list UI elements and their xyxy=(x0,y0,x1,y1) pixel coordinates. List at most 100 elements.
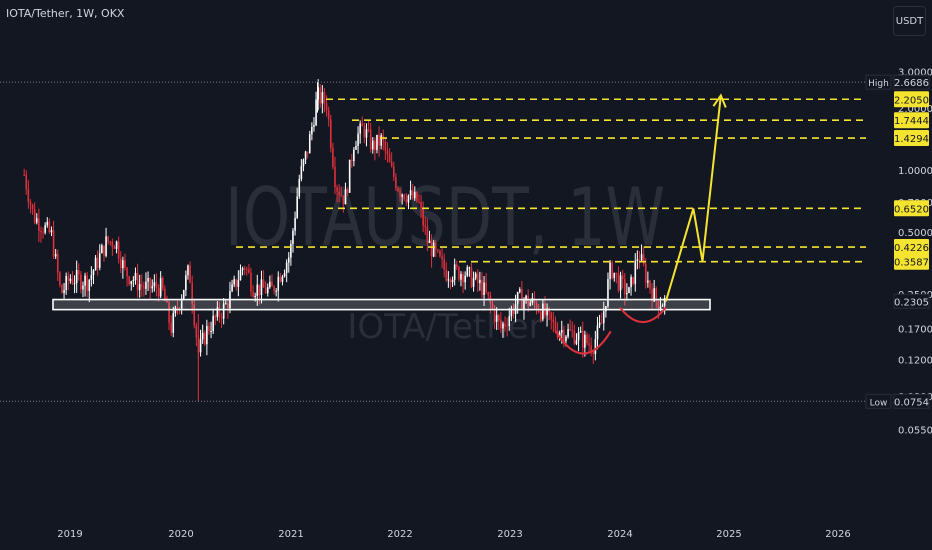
high-tag-label: High xyxy=(868,79,889,89)
candle-body xyxy=(187,265,189,276)
candle-body xyxy=(369,129,372,150)
candle-body xyxy=(29,202,32,205)
candle-body xyxy=(231,284,233,292)
candle-body xyxy=(374,140,376,150)
candle-body xyxy=(300,166,303,180)
candle-body xyxy=(586,334,588,344)
candle-body xyxy=(136,272,139,291)
candle-body xyxy=(77,270,80,275)
candle-body xyxy=(590,345,592,353)
candle-body xyxy=(271,281,273,287)
candle-body xyxy=(602,311,605,324)
x-tick-label: 2026 xyxy=(825,529,850,540)
candle-body xyxy=(302,159,305,167)
candle-body xyxy=(584,334,586,348)
candle-body xyxy=(428,240,431,243)
candle-body xyxy=(233,279,235,285)
x-tick-label: 2021 xyxy=(278,529,303,540)
candle-body xyxy=(365,129,368,138)
candle-body xyxy=(40,231,42,233)
candle-body xyxy=(596,325,599,340)
time-axis[interactable]: 2019 2020 2021 2022 2023 2024 2025 2026 xyxy=(57,529,850,540)
candle-body xyxy=(143,286,145,289)
candle-body xyxy=(325,103,328,111)
candle-body xyxy=(619,275,622,291)
candle-body xyxy=(304,151,307,160)
candle-body xyxy=(422,208,424,226)
candle-body xyxy=(523,300,525,309)
candle-body xyxy=(203,332,206,345)
candle-body xyxy=(296,196,298,218)
candle-body xyxy=(506,325,508,327)
candle-body xyxy=(535,303,538,311)
candle-body xyxy=(311,126,313,135)
candle-body xyxy=(161,277,164,289)
candle-body xyxy=(107,236,109,242)
candle-body xyxy=(315,99,317,126)
candle-body xyxy=(290,243,292,258)
candle-body xyxy=(663,298,666,306)
y-tick-label: 2.0000 xyxy=(898,104,932,115)
candle-body xyxy=(441,256,443,260)
candle-body xyxy=(332,148,334,167)
candle-body xyxy=(542,303,544,320)
candle-body xyxy=(395,176,397,189)
candle-body xyxy=(651,289,653,302)
candle-body xyxy=(437,249,439,251)
candle-body xyxy=(623,279,626,295)
candle-body xyxy=(115,241,118,249)
candle-body xyxy=(527,295,529,306)
candle-body xyxy=(626,292,628,295)
candle-body xyxy=(512,308,515,314)
candle-body xyxy=(241,268,244,271)
candle-body xyxy=(348,159,351,193)
candle-body xyxy=(195,325,198,338)
candle-body xyxy=(449,279,452,283)
symbol-title[interactable]: IOTA/Tether, 1W, OKX xyxy=(6,7,125,20)
currency-button[interactable]: USDT xyxy=(893,6,926,36)
candle-body xyxy=(250,272,252,292)
candle-body xyxy=(103,245,105,256)
candle-body xyxy=(573,330,576,344)
candle-body xyxy=(180,298,183,309)
candle-body xyxy=(647,280,649,283)
candle-body xyxy=(80,274,82,290)
candle-body xyxy=(525,295,527,301)
candle-body xyxy=(294,217,296,231)
projection-path xyxy=(664,95,722,302)
candle-body xyxy=(529,302,532,306)
candle-body xyxy=(287,257,290,263)
candle-body xyxy=(52,230,55,257)
candle-body xyxy=(483,282,485,295)
candle-body xyxy=(256,284,259,296)
candle-body xyxy=(275,290,277,292)
candle-body xyxy=(44,225,46,233)
candle-body xyxy=(124,260,126,268)
candle-body xyxy=(199,339,202,353)
candle-body xyxy=(638,259,641,261)
candle-body xyxy=(439,250,441,257)
candle-body xyxy=(546,308,548,316)
y-tick-label: 0.1200 xyxy=(898,356,932,367)
candle-body xyxy=(434,242,437,250)
price-axis[interactable]: 3.00002.00001.00000.70000.50000.25000.17… xyxy=(865,68,932,437)
candle-body xyxy=(644,264,647,283)
candle-body xyxy=(491,303,494,309)
candle-body xyxy=(63,290,65,293)
candle-body xyxy=(73,283,76,285)
candle-body xyxy=(319,87,322,104)
candle-body xyxy=(371,140,374,150)
candle-body xyxy=(447,279,450,281)
candle-body xyxy=(340,195,343,197)
candle-body xyxy=(479,279,481,284)
level-price-tag xyxy=(894,130,929,147)
candle-body xyxy=(157,288,160,297)
candle-body xyxy=(206,325,208,345)
candle-body xyxy=(388,154,391,163)
candle-body xyxy=(222,303,225,319)
candle-body xyxy=(411,190,414,199)
candle-body xyxy=(216,307,219,318)
candle-body xyxy=(155,282,158,289)
